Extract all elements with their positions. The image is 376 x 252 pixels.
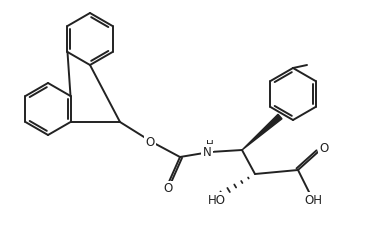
Text: O: O — [164, 182, 173, 196]
Text: HO: HO — [208, 194, 226, 206]
Text: O: O — [319, 142, 329, 154]
Text: H: H — [206, 140, 214, 150]
Text: N: N — [203, 145, 211, 159]
Polygon shape — [242, 114, 282, 150]
Text: OH: OH — [304, 194, 322, 206]
Text: O: O — [146, 136, 155, 148]
